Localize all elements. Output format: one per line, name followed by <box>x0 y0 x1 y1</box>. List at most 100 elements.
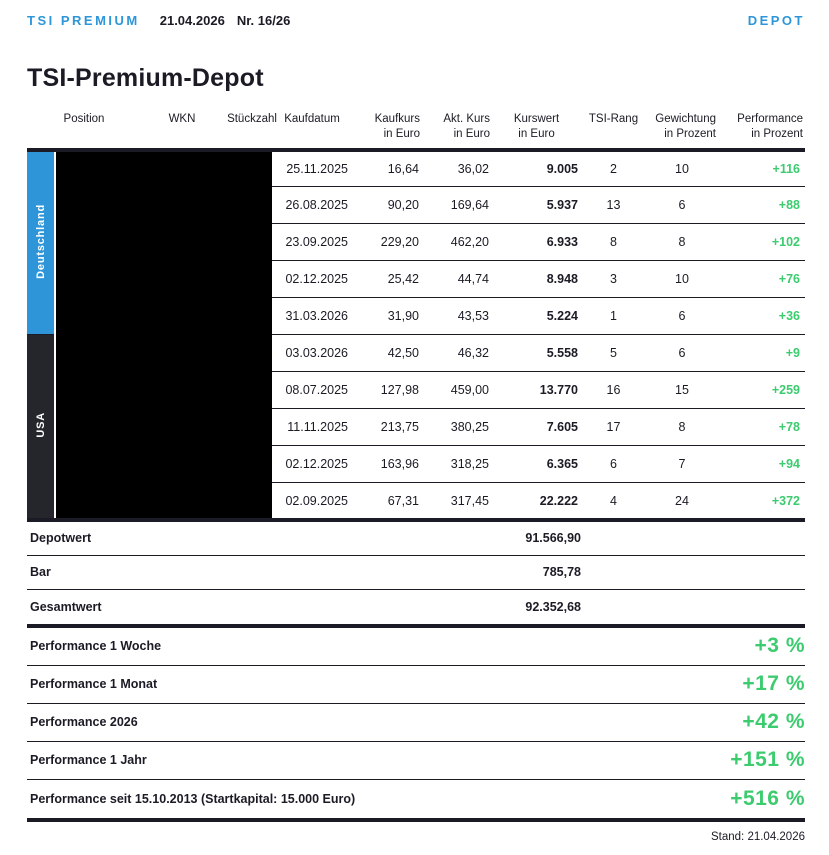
cell-kurswert: 5.558 <box>492 334 581 373</box>
cell-performance: +259 <box>718 371 805 410</box>
cell-kaufdatum: 02.09.2025 <box>285 493 348 508</box>
summary-label: Depotwert <box>30 531 92 546</box>
table-row: 23.09.2025 229,20 462,20 6.933 8 8 +102 <box>27 223 805 262</box>
performance-value: +516 % <box>730 786 805 810</box>
col-header-kurswert: Kurswert in Euro <box>492 112 581 152</box>
summary-block: Depotwert 91.566,90 Bar 785,78 Gesamtwer… <box>27 522 805 628</box>
brand-label: TSI PREMIUM <box>27 13 140 28</box>
cell-akt-kurs: 43,53 <box>422 297 492 336</box>
cell-kaufkurs: 90,20 <box>352 186 422 225</box>
col-header-position: Position <box>63 113 105 125</box>
performance-row-seit-2013: Performance seit 15.10.2013 (Startkapita… <box>27 780 805 818</box>
cell-kaufdatum: 02.12.2025 <box>272 445 352 484</box>
cell-tsi-rang: 1 <box>581 297 646 336</box>
table-row: 02.12.2025 25,42 44,74 8.948 3 10 +76 <box>27 260 805 299</box>
summary-label: Bar <box>30 565 51 580</box>
cell-kaufdatum: 23.09.2025 <box>272 223 352 262</box>
col-header-kaufdatum: Kaufdatum <box>272 112 352 152</box>
performance-label: Performance 1 Monat <box>30 677 158 692</box>
cell-akt-kurs: 459,00 <box>422 371 492 410</box>
summary-value: 92.352,68 <box>525 599 581 614</box>
performance-label: Performance 1 Jahr <box>30 753 147 768</box>
cell-kaufdatum: 25.11.2025 <box>272 149 352 188</box>
cell-kaufkurs: 163,96 <box>352 445 422 484</box>
performance-value: +42 % <box>742 710 805 734</box>
col-header-gewichtung: Gewichtung in Prozent <box>646 112 718 152</box>
cell-kaufdatum: 08.07.2025 <box>272 371 352 410</box>
cell-gewichtung: 8 <box>646 408 718 447</box>
page-title: TSI-Premium-Depot <box>27 64 264 92</box>
cell-gewichtung: 6 <box>646 297 718 336</box>
table-row: USA 03.03.2026 42,50 46,32 5.558 5 6 +9 <box>27 334 805 521</box>
col-header-stueckzahl: Stückzahl <box>227 113 277 125</box>
performance-label: Performance 2026 <box>30 715 138 730</box>
cell-kurswert: 6.365 <box>492 445 581 484</box>
cell-tsi-rang: 2 <box>581 149 646 188</box>
cell-tsi-rang: 13 <box>581 186 646 225</box>
table-row: 31.03.2026 31,90 43,53 5.224 1 6 +36 <box>27 297 805 336</box>
cell-kaufdatum: 03.03.2026 <box>272 334 352 373</box>
cell-gewichtung: 7 <box>646 445 718 484</box>
cell-akt-kurs: 36,02 <box>422 149 492 188</box>
col-header-kaufkurs: Kaufkurs in Euro <box>352 112 422 152</box>
cell-kaufkurs: 213,75 <box>352 408 422 447</box>
table-header-row: Position WKN Stückzahl Kaufdatum Kaufkur… <box>27 112 805 152</box>
redacted-positions-block <box>54 149 272 521</box>
table-row: 26.08.2025 90,20 169,64 5.937 13 6 +88 <box>27 186 805 225</box>
cell-kurswert: 22.222 <box>539 493 578 508</box>
cell-tsi-rang: 17 <box>581 408 646 447</box>
cell-performance: +78 <box>718 408 805 447</box>
header-left-group: Position WKN Stückzahl <box>27 112 277 152</box>
cell-kaufdatum: 31.03.2026 <box>272 297 352 336</box>
table-row: 11.11.2025 213,75 380,25 7.605 17 8 +78 <box>27 408 805 447</box>
cell-kaufdatum: 26.08.2025 <box>272 186 352 225</box>
summary-row-depotwert: Depotwert 91.566,90 <box>27 522 805 556</box>
cell-performance: +36 <box>718 297 805 336</box>
performance-value: +151 % <box>730 748 805 772</box>
cell-tsi-rang: 16 <box>581 371 646 410</box>
cell-performance: +372 <box>771 493 800 508</box>
performance-label: Performance 1 Woche <box>30 639 162 654</box>
cell-akt-kurs: 44,74 <box>422 260 492 299</box>
cell-kaufkurs: 31,90 <box>352 297 422 336</box>
cell-performance: +116 <box>718 149 805 188</box>
group-label-deutschland: Deutschland <box>34 204 47 280</box>
cell-kaufdatum: 11.11.2025 <box>272 408 352 447</box>
col-header-tsi-rang: TSI-Rang <box>581 112 646 152</box>
group-bar-deutschland: Deutschland <box>27 149 55 336</box>
cell-gewichtung: 6 <box>646 334 718 373</box>
cell-kurswert: 8.948 <box>492 260 581 299</box>
cell-kaufkurs: 16,64 <box>352 149 422 188</box>
table-row: 02.09.2025 67,31 317,45 22.222 4 24 +372 <box>27 483 805 520</box>
col-header-wkn: WKN <box>168 113 196 125</box>
table-row: 02.12.2025 163,96 318,25 6.365 6 7 +94 <box>27 445 805 484</box>
col-header-akt-kurs: Akt. Kurs in Euro <box>422 112 492 152</box>
section-label: DEPOT <box>747 13 805 28</box>
summary-value: 785,78 <box>542 565 581 580</box>
issue-date: 21.04.2026 <box>159 13 225 28</box>
summary-label: Gesamtwert <box>30 599 102 614</box>
cell-performance: +9 <box>718 334 805 373</box>
cell-performance: +88 <box>718 186 805 225</box>
cell-gewichtung: 10 <box>646 149 718 188</box>
performance-value: +3 % <box>754 634 805 658</box>
cell-performance: +76 <box>718 260 805 299</box>
cell-akt-kurs: 318,25 <box>422 445 492 484</box>
cell-akt-kurs: 317,45 <box>450 493 489 508</box>
cell-gewichtung: 8 <box>646 223 718 262</box>
cell-tsi-rang: 6 <box>581 445 646 484</box>
cell-tsi-rang: 3 <box>581 260 646 299</box>
group-label-usa: USA <box>34 412 47 438</box>
cell-kaufdatum: 02.12.2025 <box>272 260 352 299</box>
cell-tsi-rang: 8 <box>581 223 646 262</box>
table-row: 08.07.2025 127,98 459,00 13.770 16 15 +2… <box>27 371 805 410</box>
cell-kaufkurs: 42,50 <box>352 334 422 373</box>
cell-tsi-rang: 4 <box>610 493 617 508</box>
table-row: Deutschland 25.11.2025 16,64 36,02 9.005… <box>27 149 805 521</box>
cell-gewichtung: 24 <box>675 493 689 508</box>
as-of-date: Stand: 21.04.2026 <box>711 830 805 843</box>
cell-kurswert: 5.937 <box>492 186 581 225</box>
performance-row-1-jahr: Performance 1 Jahr +151 % <box>27 742 805 780</box>
performance-row-1-monat: Performance 1 Monat +17 % <box>27 666 805 704</box>
cell-performance: +94 <box>718 445 805 484</box>
